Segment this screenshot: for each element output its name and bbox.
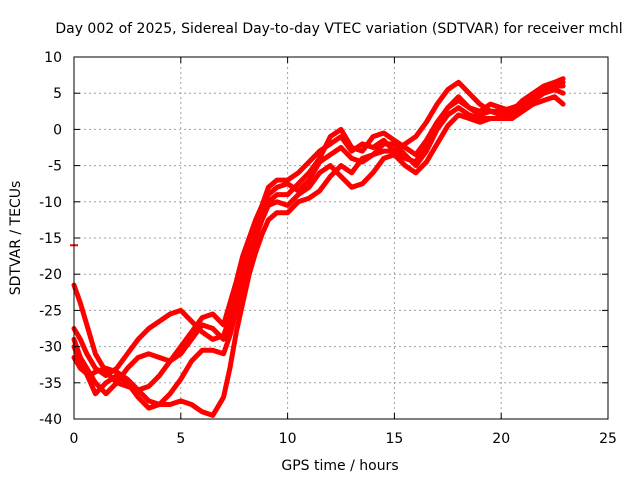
y-tick-label: -15 [39,231,62,247]
y-tick-label: -30 [39,340,62,356]
y-tick-label: -20 [39,267,62,283]
x-axis-tick-labels: 0 5 10 15 20 25 [70,431,617,447]
series-track-1 [71,79,566,379]
chart-title: Day 002 of 2025, Sidereal Day-to-day VTE… [55,21,622,37]
y-tick-label: 10 [44,50,62,66]
series-track-4 [71,94,566,418]
grid-lines [74,57,608,419]
y-tick-label: -35 [39,376,62,392]
y-tick-label: -10 [39,195,62,211]
x-axis-label: GPS time / hours [281,458,398,474]
y-tick-label: 5 [53,86,62,102]
series-track-5 [71,83,566,397]
y-axis-label: SDTVAR / TECUs [8,181,24,296]
x-tick-label: 25 [599,431,617,447]
x-tick-label: 15 [385,431,403,447]
series-layer [70,76,566,418]
x-tick-label: 20 [492,431,510,447]
y-axis-tick-labels: -40 -35 -30 -25 -20 -15 -10 -5 0 5 10 [39,50,62,428]
y-tick-label: -40 [39,412,62,428]
x-tick-label: 5 [176,431,185,447]
y-tick-label: -5 [48,159,62,175]
x-tick-label: 10 [279,431,297,447]
x-tick-label: 0 [70,431,79,447]
series-track-3 [71,87,566,411]
y-tick-label: 0 [53,122,62,138]
y-tick-label: -25 [39,303,62,319]
axis-ticks [73,56,609,420]
series-track-2 [71,76,566,393]
